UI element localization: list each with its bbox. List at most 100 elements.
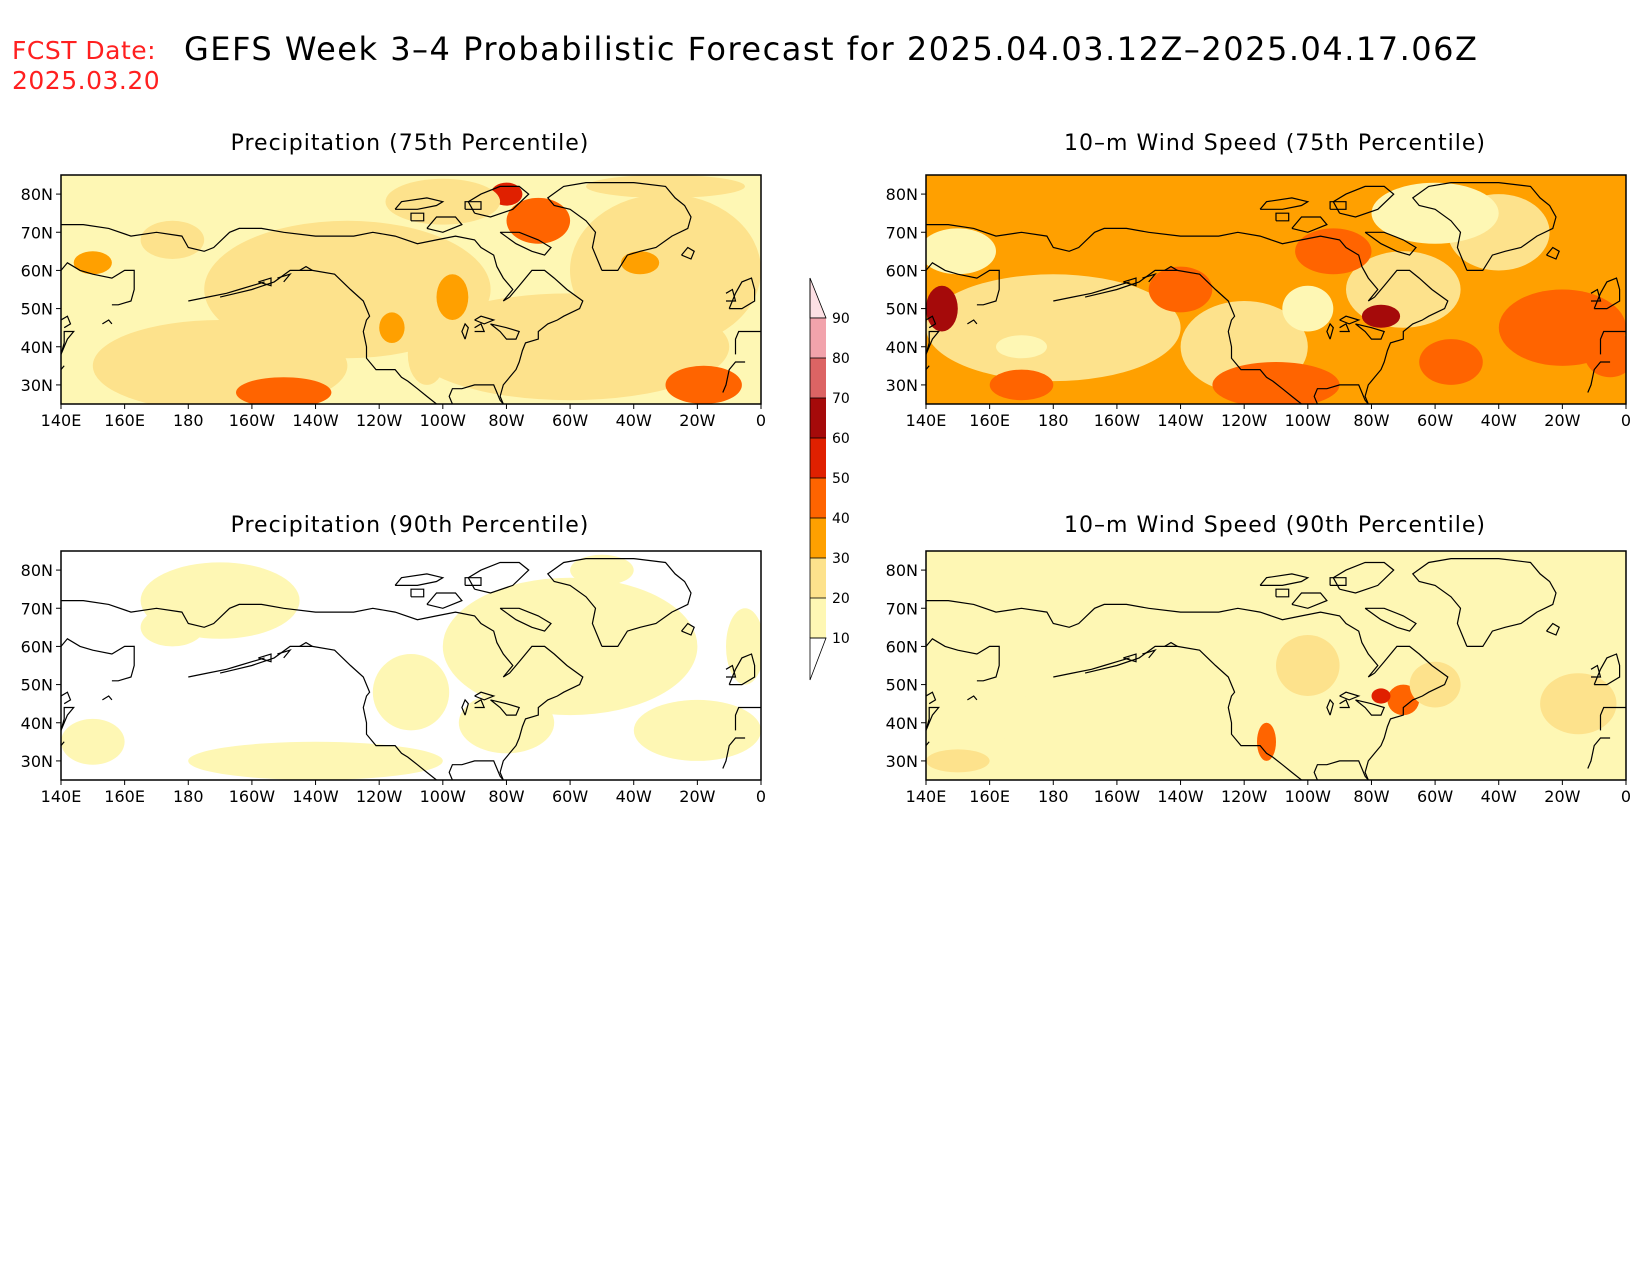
coastline (448, 760, 504, 780)
lat-tick-label: 40N (886, 714, 918, 733)
lon-tick-label: 160E (104, 787, 145, 806)
lat-tick-label: 60N (21, 637, 53, 656)
probability-region (442, 577, 698, 716)
lon-tick-label: 120W (356, 411, 403, 430)
coastline (61, 741, 65, 747)
coastline (499, 231, 552, 256)
lon-tick-label: 140E (41, 411, 82, 430)
coastline (258, 277, 272, 287)
lat-tick-label: 70N (21, 599, 53, 618)
coastline (410, 588, 425, 598)
lat-tick-label: 70N (886, 223, 918, 242)
coastline (926, 262, 1000, 306)
lon-tick-label: 40W (1481, 411, 1517, 430)
coastline (474, 323, 486, 333)
coastline (467, 185, 530, 218)
lon-tick-label: 120W (1221, 787, 1268, 806)
coastline (1164, 265, 1178, 271)
coastline (1053, 281, 1130, 302)
lon-tick-label: 140E (906, 787, 947, 806)
coastline (258, 653, 272, 663)
lon-tick-label: 160E (969, 411, 1010, 430)
lat-tick-label: 30N (886, 752, 918, 771)
probability-region (1371, 688, 1391, 704)
probability-region (1276, 635, 1340, 696)
coastline (299, 641, 313, 647)
colorbar-label: 30 (832, 551, 850, 567)
probability-region (951, 593, 1028, 624)
probability-region (726, 608, 761, 685)
coastline (61, 691, 72, 705)
coastline (1259, 573, 1310, 587)
coastline (967, 319, 978, 325)
coastline (464, 201, 482, 210)
probability-region (1409, 661, 1461, 708)
coastline (394, 573, 445, 587)
coastline (1339, 323, 1351, 333)
probability-region (140, 608, 205, 647)
coastline (299, 265, 313, 271)
coastline (546, 557, 692, 648)
colorbar-segment (810, 318, 826, 358)
lon-tick-label: 120W (356, 787, 403, 806)
coastline (490, 699, 521, 716)
probability-region (140, 220, 205, 259)
coastline (461, 698, 469, 716)
lon-tick-label: 160W (229, 787, 276, 806)
coastline (1546, 622, 1560, 636)
probability-region (407, 323, 446, 385)
lon-tick-label: 20W (1544, 787, 1580, 806)
coastline (681, 246, 695, 260)
map-field-wind-75 (926, 175, 1626, 404)
panel-title-wind-90: 10–m Wind Speed (90th Percentile) (1064, 513, 1486, 538)
coastline (499, 607, 552, 632)
coastline (926, 599, 1449, 780)
coastline (61, 224, 584, 404)
coastline (448, 384, 504, 404)
coastline (394, 197, 445, 210)
probability-region (1371, 182, 1499, 244)
coastline (61, 599, 584, 780)
coastline (464, 577, 482, 587)
coastline (734, 706, 761, 731)
lon-tick-label: 20W (1544, 411, 1580, 430)
colorbar-label: 60 (832, 431, 850, 447)
coastline (1275, 588, 1290, 598)
lat-tick-label: 30N (21, 376, 53, 395)
lat-tick-label: 50N (21, 300, 53, 319)
colorbar-label: 40 (832, 511, 850, 527)
probability-region (1361, 304, 1401, 328)
lon-tick-label: 100W (420, 787, 467, 806)
probability-region (621, 251, 660, 275)
coastline (1275, 212, 1290, 222)
coastline (1339, 691, 1361, 701)
coastline (1259, 197, 1310, 210)
probability-region (926, 285, 958, 332)
coastline (1332, 561, 1395, 594)
forecast-date-label: FCST Date: (12, 36, 157, 65)
lon-tick-label: 80W (488, 411, 524, 430)
probability-region (1282, 285, 1334, 332)
lon-tick-label: 140W (292, 411, 339, 430)
lon-tick-label: 80W (1353, 411, 1389, 430)
lon-tick-label: 80W (488, 787, 524, 806)
lon-tick-label: 180 (173, 411, 204, 430)
coastline (1364, 231, 1417, 256)
probability-region (1295, 228, 1372, 275)
coastline (1546, 246, 1560, 260)
lat-tick-label: 30N (21, 752, 53, 771)
probability-region (996, 692, 1111, 754)
coastline (1332, 185, 1395, 218)
coastline (61, 262, 135, 306)
coastline (1587, 737, 1611, 769)
coastline (277, 273, 292, 283)
lat-tick-label: 80N (886, 185, 918, 204)
colorbar-label: 10 (832, 631, 850, 647)
coastline (219, 645, 437, 780)
lat-tick-label: 60N (21, 261, 53, 280)
lat-tick-label: 50N (886, 676, 918, 695)
coastline (474, 691, 496, 701)
lon-tick-label: 140W (1157, 787, 1204, 806)
map-frame (60, 550, 762, 781)
